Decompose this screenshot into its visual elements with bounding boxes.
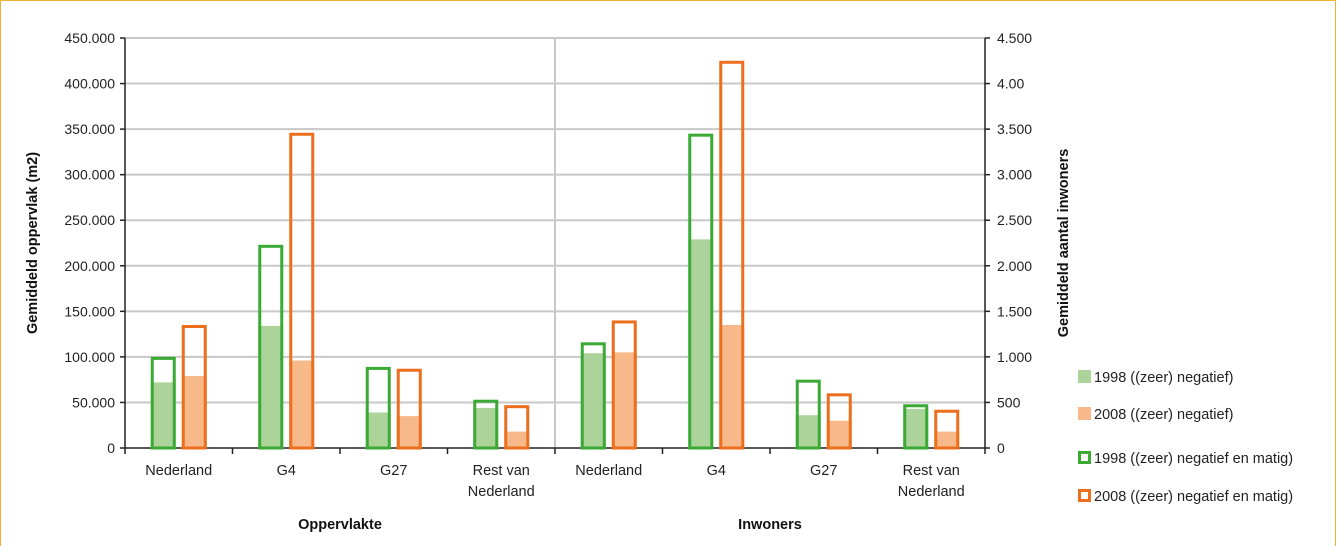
right-tick-label: 0	[997, 440, 1005, 456]
category-label: Nederland	[575, 463, 642, 479]
left-tick-label: 250.000	[64, 212, 115, 228]
bar-1998-negatief	[150, 382, 176, 448]
bar-1998-negatief-en-matig	[365, 366, 391, 450]
right-axis-title: Gemiddeld aantal inwoners	[1056, 149, 1072, 338]
bar-2008-negatief-en-matig	[826, 393, 852, 450]
bar-2008-negatief-en-matig	[934, 409, 960, 450]
right-tick-label: 3.000	[997, 167, 1032, 183]
right-tick-label: 4.500	[997, 30, 1032, 46]
bar-2008-negatief	[719, 325, 745, 448]
bar-1998-negatief	[795, 415, 821, 448]
left-tick-label: 50.000	[72, 394, 115, 410]
bar-1998-negatief-en-matig	[795, 379, 821, 450]
right-tick-label: 1.500	[997, 303, 1032, 319]
category-label: G27	[810, 463, 837, 479]
bar-1998-negatief-en-matig	[150, 356, 176, 450]
category-label: G4	[277, 463, 296, 479]
bar-1998-negatief-en-matig	[688, 133, 714, 450]
right-tick-label: 4.00	[997, 76, 1024, 92]
bar-2008-negatief-en-matig	[181, 325, 207, 450]
bar-1998-negatief-en-matig	[580, 342, 606, 450]
category-label: G4	[707, 463, 726, 479]
bar-1998-negatief-en-matig	[473, 399, 499, 450]
legend-swatch	[1078, 407, 1091, 420]
legend-label: 2008 ((zeer) negatief en matig)	[1094, 489, 1293, 505]
bar-1998-negatief	[258, 325, 284, 448]
legend-label: 2008 ((zeer) negatief)	[1094, 407, 1233, 423]
right-tick-label: 1.000	[997, 349, 1032, 365]
bar-1998-negatief	[580, 353, 606, 448]
category-label: Nederland	[145, 463, 212, 479]
left-tick-label: 0	[107, 440, 115, 456]
legend-swatch	[1078, 370, 1091, 383]
bar-2008-negatief-en-matig	[396, 368, 422, 450]
bar-1998-negatief	[473, 407, 499, 448]
left-tick-label: 200.000	[64, 258, 115, 274]
bar-2008-negatief	[504, 431, 530, 448]
bar-1998-negatief-en-matig	[258, 244, 284, 450]
right-tick-label: 2.000	[997, 258, 1032, 274]
group-label: Inwoners	[738, 517, 802, 533]
bar-1998-negatief	[365, 412, 391, 448]
left-tick-label: 300.000	[64, 167, 115, 183]
bar-2008-negatief	[289, 360, 315, 448]
bar-2008-negatief-en-matig	[611, 320, 637, 450]
left-tick-label: 450.000	[64, 30, 115, 46]
left-tick-label: 400.000	[64, 76, 115, 92]
left-tick-label: 100.000	[64, 349, 115, 365]
right-tick-label: 3.500	[997, 121, 1032, 137]
bar-2008-negatief-en-matig	[719, 60, 745, 450]
legend-swatch	[1078, 451, 1091, 464]
right-tick-label: 500	[997, 394, 1021, 410]
bar-2008-negatief	[181, 376, 207, 448]
bar-1998-negatief	[903, 408, 929, 448]
left-axis-title: Gemiddeld oppervlak (m2)	[25, 152, 41, 334]
left-tick-label: 350.000	[64, 121, 115, 137]
bar-2008-negatief-en-matig	[504, 405, 530, 450]
bar-2008-negatief	[934, 431, 960, 448]
bar-2008-negatief-en-matig	[289, 132, 315, 450]
legend-swatch	[1078, 489, 1091, 502]
group-label: Oppervlakte	[298, 517, 382, 533]
left-tick-label: 150.000	[64, 303, 115, 319]
legend-label: 1998 ((zeer) negatief)	[1094, 370, 1233, 386]
category-label: Rest van Nederland	[898, 463, 965, 500]
category-label: G27	[380, 463, 407, 479]
bar-1998-negatief-en-matig	[903, 404, 929, 450]
bar-2008-negatief	[611, 352, 637, 448]
category-label: Rest van Nederland	[468, 463, 535, 500]
bar-1998-negatief	[688, 239, 714, 448]
bar-2008-negatief	[826, 420, 852, 448]
right-tick-label: 2.500	[997, 212, 1032, 228]
legend-label: 1998 ((zeer) negatief en matig)	[1094, 451, 1293, 467]
bar-2008-negatief	[396, 416, 422, 448]
